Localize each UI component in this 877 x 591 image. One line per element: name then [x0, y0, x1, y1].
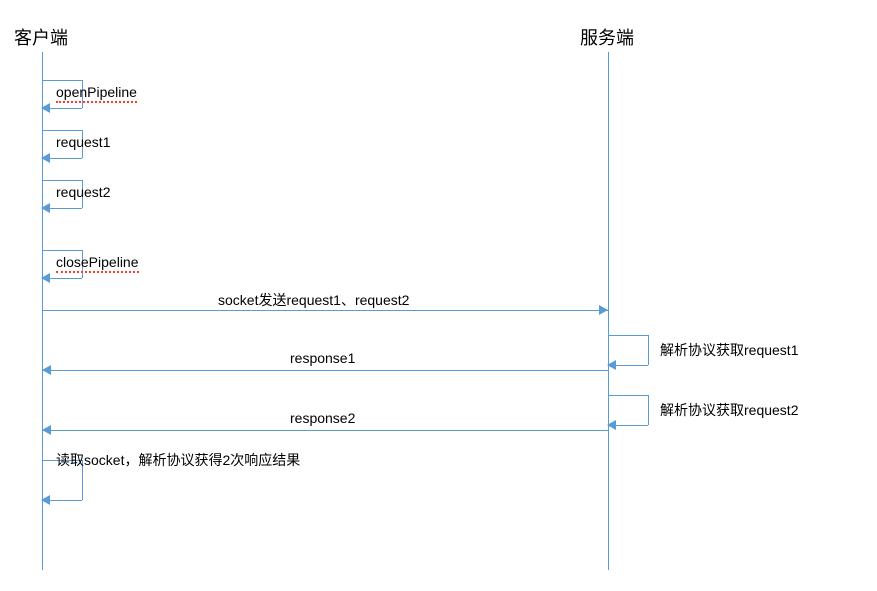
- msg-response1-label: response1: [290, 350, 355, 366]
- arrow-left-icon: [41, 103, 50, 113]
- arrow-left-icon: [41, 203, 50, 213]
- msg-send-requests-label: socket发送request1、request2: [218, 290, 409, 310]
- arrow-left-icon: [42, 365, 51, 375]
- arrow-left-icon: [41, 153, 50, 163]
- participant-server-label: 服务端: [580, 24, 634, 50]
- lifeline-server: [608, 52, 609, 570]
- self-msg-label: 解析协议获取request2: [660, 400, 798, 420]
- msg-response2: [42, 430, 608, 431]
- arrow-left-icon: [607, 420, 616, 430]
- arrow-right-icon: [599, 305, 608, 315]
- msg-response1: [42, 370, 608, 371]
- arrow-left-icon: [41, 273, 50, 283]
- arrow-left-icon: [41, 495, 50, 505]
- self-msg-label: closePipeline: [56, 254, 139, 270]
- participant-client-label: 客户端: [14, 24, 68, 50]
- self-msg-label: 读取socket，解析协议获得2次响应结果: [56, 450, 300, 470]
- msg-send-requests: [42, 310, 608, 311]
- arrow-left-icon: [607, 360, 616, 370]
- self-msg-label: 解析协议获取request1: [660, 340, 798, 360]
- arrow-left-icon: [42, 425, 51, 435]
- self-msg-label: request2: [56, 184, 110, 200]
- sequence-diagram: 客户端 服务端 openPipeline request1 request2: [0, 0, 877, 591]
- self-msg-label: openPipeline: [56, 84, 137, 100]
- msg-response2-label: response2: [290, 410, 355, 426]
- self-msg-label: request1: [56, 134, 110, 150]
